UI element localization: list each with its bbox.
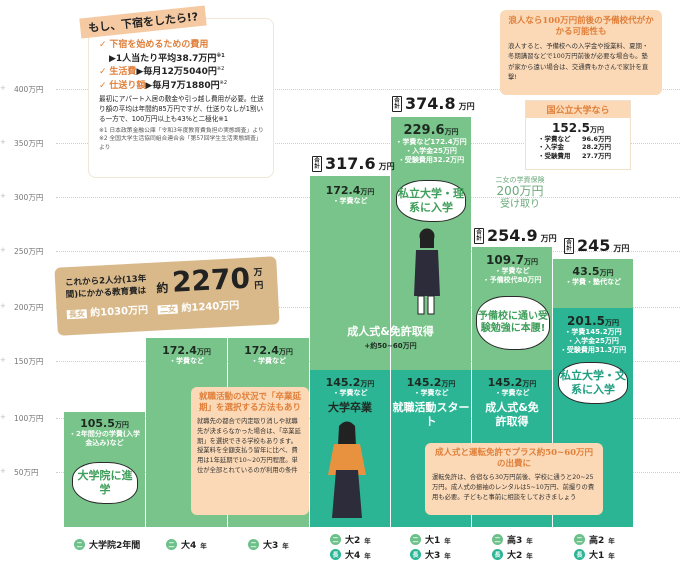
x-label-col1: 二大4 年 bbox=[166, 538, 207, 551]
summary-box: これから2人分(13年間)にかかる教育費は 約 2270 万円 長女 約1030… bbox=[54, 256, 280, 336]
boarding-item: ✓ 生活費▶毎月12万5040円※2 bbox=[99, 66, 225, 77]
ronin-box: 浪人なら100万円前後の予備校代がかかる可能性も 浪人すると、予備校への入学金や… bbox=[500, 10, 662, 95]
graduate-hakama-figure-icon bbox=[328, 421, 366, 518]
boarding-body: 最初にアパート入居の敷金や引っ越し費用が必要。仕送り額の平均は年間約85万円です… bbox=[99, 95, 264, 123]
boarding-info-box: ✓ 下宿を始めるための費用 ▶1人当たり平均38.7万円※1 ✓ 生活費▶毎月1… bbox=[88, 18, 274, 178]
x-label-col2: 二大3 年 bbox=[248, 538, 289, 551]
x-label-col3: 二大2 年 長大4 年 bbox=[330, 533, 371, 561]
total-col6: 合計 245 万円 bbox=[564, 238, 629, 254]
boarding-item: ✓ 仕送り額▶毎月7万1880円※2 bbox=[99, 79, 228, 91]
graduation-delay-box: 就職活動の状況で「卒業延期」を選択する方法もあり 就職先の都合で内定取り消しや就… bbox=[191, 387, 309, 515]
y-tick: +350万円 bbox=[0, 138, 680, 149]
bar-col6-younger: 43.5万円 ・学費・塾代など bbox=[553, 259, 633, 308]
national-univ-box: 国公立大学なら 152.5万円 ・学費など 96.6万円 ・入学金 28.2万円 ・… bbox=[525, 100, 631, 170]
burst-private-humanities: 私立大学・文系に入学 bbox=[558, 362, 628, 404]
student-suit-figure-icon bbox=[414, 228, 440, 315]
y-tick: +400万円 bbox=[0, 84, 680, 95]
boarding-item: ✓ 下宿を始めるための費用 bbox=[99, 40, 209, 50]
x-label-col5: 二高3 年 長大2 年 bbox=[492, 533, 533, 561]
burst-cram-school: 予備校に通い受験勉強に本腰! bbox=[476, 296, 550, 350]
event-coming-of-age: 成人式&免許取得 bbox=[347, 325, 434, 338]
x-label-col6: 二高2 年 長大1 年 bbox=[574, 533, 615, 561]
burst-private-science: 私立大学・理系に入学 bbox=[396, 180, 466, 222]
x-label-col4: 二大1 年 長大3 年 bbox=[410, 533, 451, 561]
x-label-col0: 二大学院2年間 bbox=[74, 538, 140, 551]
burst-graduate-school: 大学院に進学 bbox=[72, 462, 138, 504]
ceremony-box: 成人式と運転免許でプラス約50~60万円の出費に 運転免許は、合宿なら30万円前… bbox=[425, 443, 603, 515]
total-col5: 合計 254.9 万円 bbox=[474, 228, 557, 244]
event-sub: +約50~60万円 bbox=[364, 342, 417, 350]
bar-col3-younger: 172.4万円 ・学費など bbox=[310, 176, 390, 370]
total-col4: 合計 374.8 万円 bbox=[392, 96, 475, 112]
bar-note: ・2年間分の学費(入学金込み)など bbox=[68, 430, 141, 447]
boarding-footnote: ※1 日本政策金融公庫「令和3年度教育費負担の実態調査」より ※2 全国大学生活… bbox=[99, 127, 264, 152]
total-col3: 合計 317.6 万円 bbox=[312, 156, 395, 172]
insurance-note: 二女の学資保険 200万円 受け取り bbox=[495, 176, 545, 210]
